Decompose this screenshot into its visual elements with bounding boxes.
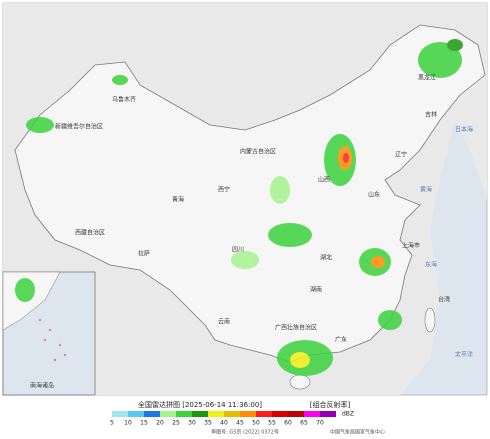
- map-label: 新疆维吾尔自治区: [55, 123, 103, 131]
- legend-value: 20: [156, 420, 164, 427]
- echo: [418, 42, 462, 78]
- legend-value: 50: [252, 420, 260, 427]
- map-label: 广东: [335, 336, 347, 344]
- echo: [447, 39, 463, 51]
- legend-value: 15: [140, 420, 148, 427]
- legend-value: 60: [284, 420, 292, 427]
- echo: [268, 223, 312, 247]
- legend-value: 45: [236, 420, 244, 427]
- sea-label: 太平洋: [455, 351, 473, 359]
- map-label: 西藏自治区: [75, 229, 105, 237]
- legend-value: 10: [124, 420, 132, 427]
- legend-value: 70: [316, 420, 324, 427]
- legend-swatch: [272, 411, 288, 417]
- sea-label: 日本海: [455, 126, 473, 134]
- legend-swatch: [304, 411, 320, 417]
- map-label: 青海: [172, 196, 184, 204]
- legend-swatch: [192, 411, 208, 417]
- title: 全国雷达拼图 [2025-06-14 11:36:00]: [138, 400, 262, 409]
- legend-value: 5: [110, 420, 114, 427]
- map-label: 上海市: [402, 242, 420, 250]
- echo: [270, 176, 290, 204]
- legend-swatch: [144, 411, 160, 417]
- legend-swatch: [320, 411, 336, 417]
- islands: [38, 318, 67, 362]
- echo: [290, 352, 310, 368]
- map-label: 四川: [232, 247, 244, 254]
- legend-swatch: [128, 411, 144, 417]
- echo: [231, 251, 259, 269]
- map-label: 黑龙江: [418, 74, 436, 82]
- product: [组合反射率]: [310, 400, 351, 409]
- legend-value: 65: [300, 420, 308, 427]
- echo: [378, 310, 402, 330]
- radar-echoes: [26, 39, 463, 376]
- legend-swatch: [240, 411, 256, 417]
- legend-swatch: [224, 411, 240, 417]
- legend-value: 25: [172, 420, 180, 427]
- map-label: 内蒙古自治区: [240, 148, 276, 156]
- map-label: 乌鲁木齐: [112, 96, 136, 104]
- map-label: 拉萨: [138, 250, 150, 258]
- inset-label: 南海诸岛: [30, 382, 54, 390]
- map-label: 西宁: [218, 186, 230, 194]
- legend-unit: dBZ: [342, 411, 354, 418]
- hainan: [289, 374, 311, 390]
- map-label: 湖北: [320, 254, 332, 262]
- china-outline: [14, 24, 486, 363]
- echo: [112, 75, 128, 85]
- approval: 审图号: GS京 (2022) 0372号: [211, 429, 279, 436]
- echo: [371, 256, 385, 268]
- legend-value: 40: [220, 420, 228, 427]
- legend-swatch: [160, 411, 176, 417]
- map-label: 山西: [318, 176, 330, 184]
- echo: [15, 278, 35, 302]
- map-label: 台湾: [438, 296, 450, 304]
- legend-swatch: [112, 411, 128, 417]
- legend-swatch: [176, 411, 192, 417]
- legend-value: 35: [204, 420, 212, 427]
- taiwan: [424, 307, 436, 333]
- legend-value: 55: [268, 420, 276, 427]
- legend-value: 30: [188, 420, 196, 427]
- map-label: 广西壮族自治区: [275, 324, 317, 332]
- legend-swatch: [208, 411, 224, 417]
- map-label: 云南: [218, 318, 230, 326]
- sea-label: 黄海: [420, 186, 432, 194]
- map-label: 辽宁: [395, 151, 407, 159]
- legend-swatch: [256, 411, 272, 417]
- legend-swatch: [288, 411, 304, 417]
- map-label: 湖南: [310, 286, 322, 294]
- sea-label: 东海: [425, 261, 437, 269]
- echo: [26, 117, 54, 133]
- agency: 中国气象局国家气象中心: [330, 429, 385, 436]
- legend: 5 10 15 20 25 30 35 40 45 50 55 60 65 70 dBZ: [110, 411, 354, 427]
- map-label: 吉林: [425, 111, 437, 119]
- map-label: 山东: [368, 191, 380, 199]
- echo: [343, 153, 349, 163]
